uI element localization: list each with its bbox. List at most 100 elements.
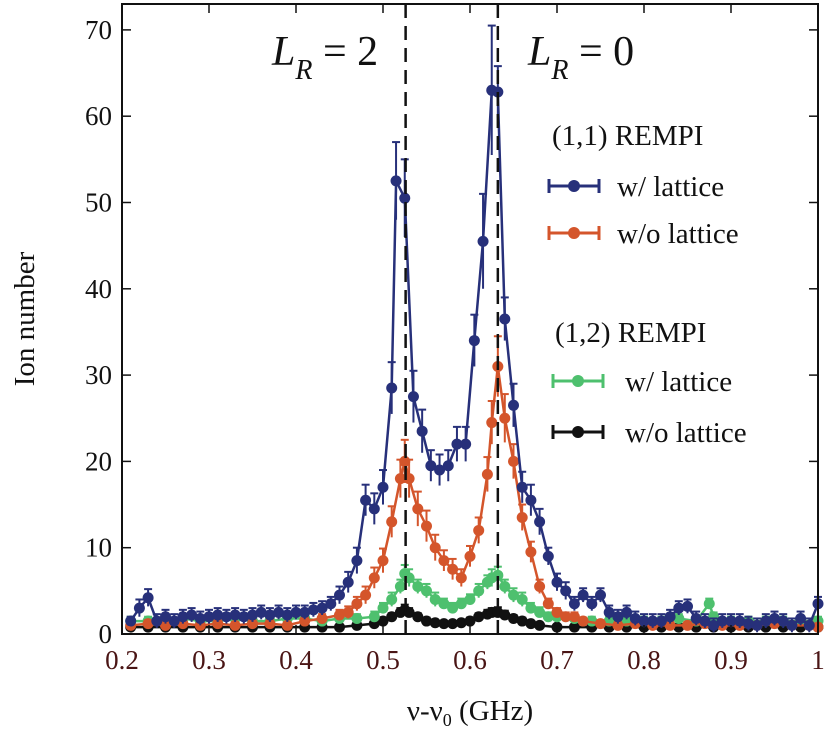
data-point <box>477 235 489 247</box>
data-point <box>464 550 476 562</box>
data-point <box>281 609 293 621</box>
x-tick-label: 0.7 <box>540 645 574 675</box>
data-point <box>621 606 633 618</box>
legend-swatch-11-nolattice <box>547 226 601 240</box>
data-point <box>334 609 345 621</box>
plot-frame <box>121 3 819 635</box>
data-point <box>142 618 154 630</box>
data-point <box>742 618 754 630</box>
data-point <box>429 593 441 605</box>
data-point <box>647 615 659 627</box>
data-point <box>212 609 224 621</box>
data-point <box>247 618 258 630</box>
data-point <box>229 619 241 631</box>
x-axis-label-main: ν-ν <box>407 695 443 727</box>
data-point <box>595 618 606 630</box>
data-point <box>342 606 354 618</box>
data-point <box>334 621 345 633</box>
y-axis-label: Ion number <box>9 251 41 386</box>
data-point <box>368 611 380 623</box>
series--1-1-rempi-w-lattice <box>125 24 824 633</box>
data-point <box>407 391 419 403</box>
data-point <box>534 606 546 618</box>
data-point <box>368 572 380 584</box>
data-point <box>612 619 624 631</box>
data-point <box>664 611 676 623</box>
data-point <box>542 598 554 610</box>
legend-12-lattice-label: w/ lattice <box>625 366 732 398</box>
data-point <box>429 542 441 554</box>
data-point <box>551 606 563 618</box>
data-point <box>186 609 198 621</box>
data-point <box>238 611 250 623</box>
data-point <box>133 602 145 614</box>
annotation-lr0-rest: = 0 <box>568 29 634 75</box>
data-point <box>499 313 511 325</box>
data-point <box>299 615 311 627</box>
annotation-lr2: LR = 2 <box>271 29 378 86</box>
data-point <box>342 576 354 588</box>
data-point <box>351 612 363 624</box>
y-tick-label: 10 <box>85 533 112 563</box>
data-point <box>447 563 459 575</box>
data-point <box>416 425 428 437</box>
x-axis-label-sub: 0 <box>443 710 452 730</box>
annotation-lr0-main: L <box>527 29 551 75</box>
data-point <box>516 593 528 605</box>
data-point <box>603 606 615 618</box>
legend-group-1-title: (1,1) REMPI <box>552 120 703 152</box>
data-point <box>447 602 459 614</box>
data-point <box>751 619 763 631</box>
data-point <box>399 192 411 204</box>
data-point <box>125 615 137 627</box>
data-point <box>568 598 580 610</box>
data-point <box>708 619 720 631</box>
annotation-lr2-sub: R <box>294 55 312 86</box>
data-point <box>473 611 485 623</box>
data-point <box>508 612 519 624</box>
data-point <box>273 606 285 618</box>
data-point <box>534 619 546 631</box>
legend-group-2-title: (1,2) REMPI <box>555 317 706 349</box>
y-axis-ticks: 0 10 20 30 40 50 60 70 <box>85 15 818 649</box>
data-point <box>264 618 276 630</box>
data-point <box>412 611 424 623</box>
data-point <box>438 618 450 630</box>
data-point <box>499 412 511 424</box>
data-point <box>229 609 241 621</box>
data-point <box>194 612 206 624</box>
data-point <box>394 473 406 485</box>
data-point <box>629 612 641 624</box>
data-point <box>377 555 389 567</box>
data-point <box>499 609 511 621</box>
data-point <box>399 455 411 467</box>
legend-12-nolattice-label: w/o lattice <box>625 417 747 449</box>
data-point <box>438 555 450 567</box>
data-point <box>160 619 171 631</box>
data-point <box>734 615 746 627</box>
data-point <box>455 598 467 610</box>
data-point <box>795 612 807 624</box>
data-point <box>664 619 676 631</box>
data-point <box>682 619 693 631</box>
data-point <box>307 604 319 616</box>
y-tick-label: 60 <box>85 101 112 131</box>
legend: (1,1) REMPI w/ lattice w/o lattice (1,2)… <box>547 120 747 449</box>
data-point <box>299 606 311 618</box>
data-point <box>429 617 441 629</box>
data-point <box>516 511 528 523</box>
x-tick-label: 0.3 <box>192 645 226 675</box>
data-point <box>492 569 504 581</box>
x-tick-label: 0.8 <box>627 645 661 675</box>
data-point <box>595 589 606 601</box>
data-point <box>769 612 780 624</box>
data-point <box>516 615 528 627</box>
data-point <box>447 618 459 630</box>
legend-swatch-11-lattice <box>547 179 601 193</box>
data-point <box>264 609 276 621</box>
data-point <box>568 611 580 623</box>
data-point <box>703 598 715 610</box>
data-point <box>386 611 398 623</box>
data-point <box>716 615 728 627</box>
data-point <box>481 468 493 480</box>
